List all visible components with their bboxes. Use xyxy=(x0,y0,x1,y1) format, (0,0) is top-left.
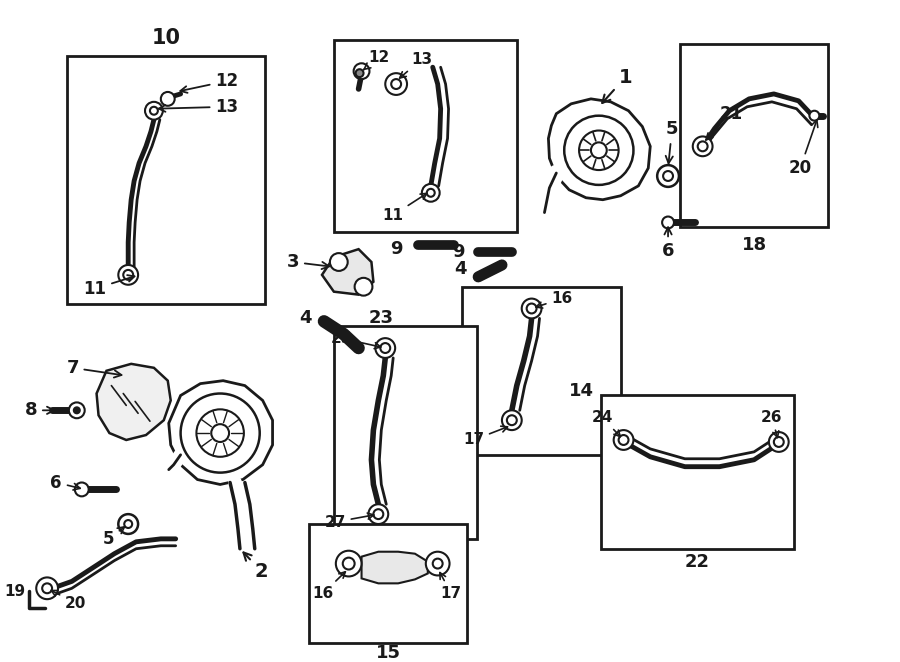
Circle shape xyxy=(42,583,52,593)
Text: 11: 11 xyxy=(382,193,427,223)
Bar xyxy=(601,395,794,549)
Circle shape xyxy=(591,142,607,158)
Circle shape xyxy=(375,338,395,358)
Text: 17: 17 xyxy=(463,426,508,448)
Text: 21: 21 xyxy=(706,105,742,140)
Circle shape xyxy=(618,435,628,445)
Bar xyxy=(463,287,621,455)
Circle shape xyxy=(507,415,517,425)
Circle shape xyxy=(392,79,401,89)
Circle shape xyxy=(698,142,707,152)
Text: 5: 5 xyxy=(666,120,679,164)
Text: 13: 13 xyxy=(400,52,432,78)
Text: 25: 25 xyxy=(330,330,381,349)
Circle shape xyxy=(427,189,435,197)
Text: 6: 6 xyxy=(50,473,80,491)
Circle shape xyxy=(36,577,58,599)
Circle shape xyxy=(422,184,440,202)
Circle shape xyxy=(614,430,634,450)
Circle shape xyxy=(769,432,788,452)
Circle shape xyxy=(356,70,364,77)
Circle shape xyxy=(74,407,80,413)
Bar xyxy=(67,56,265,304)
Circle shape xyxy=(774,437,784,447)
Circle shape xyxy=(381,343,391,353)
Circle shape xyxy=(579,130,618,170)
Text: 10: 10 xyxy=(151,28,180,48)
Circle shape xyxy=(693,136,713,156)
Circle shape xyxy=(181,393,260,473)
Text: 19: 19 xyxy=(4,584,25,598)
Circle shape xyxy=(502,410,522,430)
Text: 8: 8 xyxy=(24,401,54,419)
Bar xyxy=(334,40,517,232)
Circle shape xyxy=(343,557,355,569)
Circle shape xyxy=(663,171,673,181)
Text: 27: 27 xyxy=(324,513,374,530)
Bar xyxy=(334,326,477,539)
Circle shape xyxy=(374,509,383,519)
Circle shape xyxy=(809,111,819,120)
Bar xyxy=(309,524,467,643)
Circle shape xyxy=(145,102,163,120)
Circle shape xyxy=(433,559,443,569)
Text: 17: 17 xyxy=(440,573,462,600)
Polygon shape xyxy=(362,551,428,583)
Text: 23: 23 xyxy=(369,309,394,328)
Text: 14: 14 xyxy=(569,381,593,400)
Text: 26: 26 xyxy=(761,410,782,438)
Text: 18: 18 xyxy=(742,236,767,254)
Text: 6: 6 xyxy=(662,227,674,260)
Text: 13: 13 xyxy=(158,98,238,116)
Circle shape xyxy=(118,514,138,534)
Circle shape xyxy=(212,424,230,442)
Circle shape xyxy=(526,304,536,313)
Text: 22: 22 xyxy=(684,553,709,571)
Circle shape xyxy=(355,278,373,296)
Text: 16: 16 xyxy=(536,291,572,308)
Text: 12: 12 xyxy=(364,50,390,70)
Polygon shape xyxy=(548,99,651,200)
Circle shape xyxy=(426,551,449,575)
Circle shape xyxy=(564,116,634,185)
Circle shape xyxy=(330,253,347,271)
Text: 9: 9 xyxy=(391,240,403,258)
Circle shape xyxy=(336,551,362,577)
Text: 12: 12 xyxy=(180,72,238,93)
Circle shape xyxy=(354,64,370,79)
Text: 5: 5 xyxy=(103,527,124,548)
Circle shape xyxy=(368,504,388,524)
Text: 2: 2 xyxy=(243,553,268,581)
Circle shape xyxy=(522,299,542,318)
Text: 4: 4 xyxy=(300,309,312,328)
Circle shape xyxy=(150,107,158,115)
Text: 7: 7 xyxy=(67,359,122,377)
Polygon shape xyxy=(168,381,273,485)
Text: 4: 4 xyxy=(454,260,466,278)
Text: 1: 1 xyxy=(602,68,632,103)
Bar xyxy=(680,44,828,228)
Circle shape xyxy=(123,270,133,280)
Text: 9: 9 xyxy=(452,243,464,261)
Circle shape xyxy=(161,92,175,106)
Text: 20: 20 xyxy=(788,120,818,177)
Circle shape xyxy=(69,402,85,418)
Polygon shape xyxy=(322,249,374,295)
Text: 3: 3 xyxy=(287,253,329,271)
Text: 20: 20 xyxy=(51,591,86,610)
Circle shape xyxy=(662,216,674,228)
Circle shape xyxy=(385,73,407,95)
Circle shape xyxy=(196,409,244,457)
Circle shape xyxy=(75,483,89,496)
Circle shape xyxy=(124,520,132,528)
Text: 16: 16 xyxy=(312,572,346,600)
Polygon shape xyxy=(96,364,171,440)
Circle shape xyxy=(118,265,138,285)
Text: 11: 11 xyxy=(84,275,134,298)
Circle shape xyxy=(657,165,679,187)
Text: 15: 15 xyxy=(375,643,401,661)
Text: 24: 24 xyxy=(591,410,620,437)
